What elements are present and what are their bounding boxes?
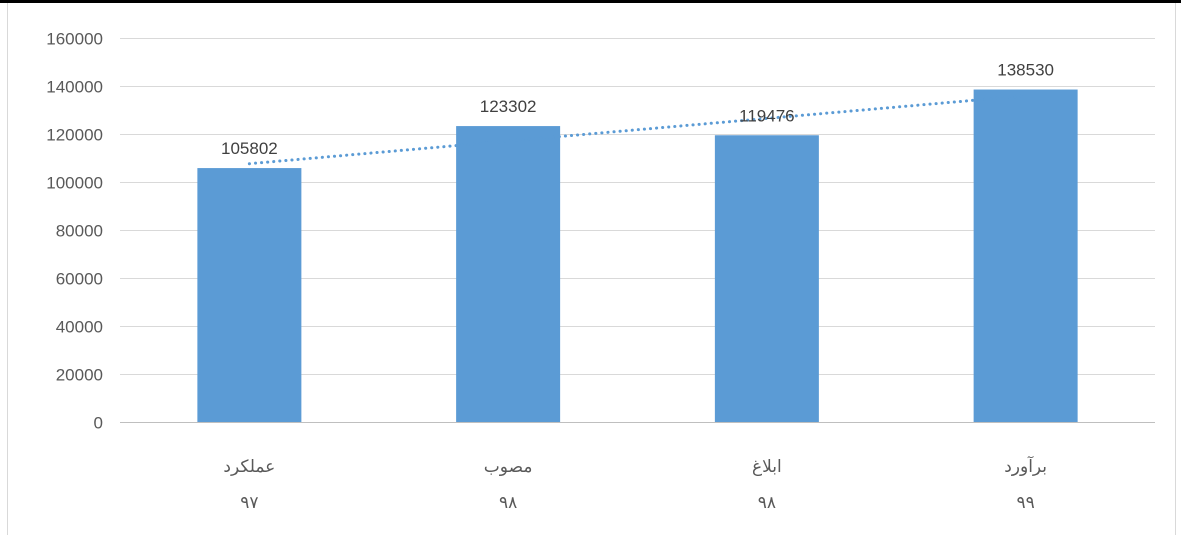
data-label: 138530 [997, 61, 1054, 80]
data-label: 123302 [480, 97, 537, 116]
trendline [247, 94, 1028, 166]
y-tick-label: 120000 [46, 126, 103, 145]
y-axis-ticks: 0 20000 40000 60000 80000 100000 120000 140000 1… [46, 30, 103, 433]
category-label: مصوب [484, 457, 533, 477]
x-axis-categories: عملکرد ۹۷ مصوب ۹۸ ابلاغ ۹۸ برآورد ۹۹ [223, 455, 1047, 513]
y-tick-label: 40000 [56, 318, 103, 337]
trendline-group [247, 94, 1028, 166]
data-labels: 105802 123302 119476 138530 [221, 61, 1054, 159]
bar [714, 135, 819, 422]
category-year-label: ۹۹ [1016, 493, 1034, 513]
data-label: 105802 [221, 139, 278, 158]
y-tick-label: 100000 [46, 174, 103, 193]
y-tick-label: 20000 [56, 366, 103, 385]
bar [197, 168, 302, 422]
category-label: برآورد [1004, 455, 1047, 477]
category-label: ابلاغ [752, 457, 782, 477]
category-year-label: ۹۸ [758, 493, 776, 513]
category-label: عملکرد [223, 457, 275, 477]
y-tick-label: 160000 [46, 30, 103, 49]
y-tick-label: 60000 [56, 270, 103, 289]
bar [973, 89, 1078, 422]
bar [456, 126, 561, 423]
category-year-label: ۹۷ [240, 493, 258, 513]
bars [197, 89, 1078, 423]
y-tick-label: 0 [94, 414, 103, 433]
data-label: 119476 [739, 106, 794, 125]
y-tick-label: 140000 [46, 78, 103, 97]
category-year-label: ۹۸ [499, 493, 517, 513]
y-tick-label: 80000 [56, 222, 103, 241]
